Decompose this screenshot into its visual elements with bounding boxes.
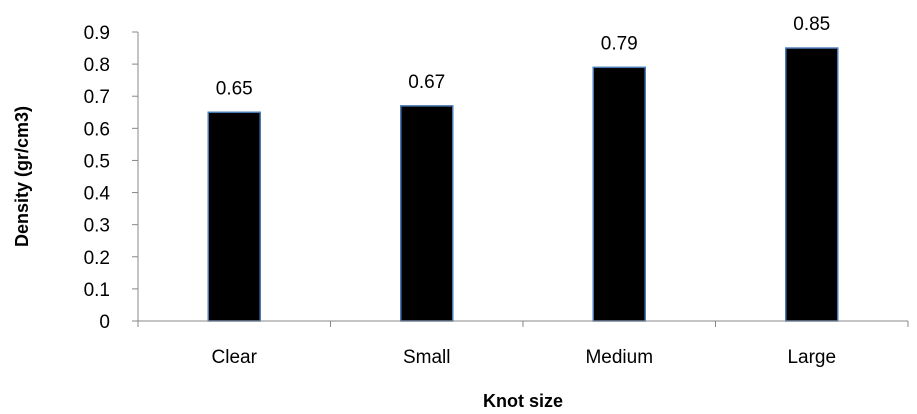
y-tick-label: 0.4 <box>84 184 111 205</box>
x-tick-label-clear: Clear <box>212 347 258 368</box>
y-axis-title: Density (gr/cm3) <box>12 106 32 247</box>
y-tick-label: 0.2 <box>84 248 110 269</box>
bar-clear <box>207 111 261 322</box>
x-axis-ticks: Clear Small Medium Large <box>137 321 909 368</box>
data-label-medium: 0.79 <box>601 33 638 54</box>
y-tick-label: 0.9 <box>84 23 110 44</box>
bar-large <box>785 47 839 322</box>
bars <box>207 47 839 322</box>
x-tick-label-large: Large <box>787 347 836 368</box>
y-tick-label: 0 <box>99 312 110 333</box>
y-axis-ticks: 0 0.1 0.2 0.3 0.4 0.5 0.6 0.7 0.8 0.9 <box>84 23 138 333</box>
data-labels: 0.65 0.67 0.79 0.85 <box>216 14 830 99</box>
y-tick-label: 0.7 <box>84 87 110 108</box>
x-tick-label-small: Small <box>403 347 451 368</box>
y-tick-label: 0.8 <box>84 55 110 76</box>
bar-medium <box>592 66 646 322</box>
x-axis-title: Knot size <box>483 391 563 411</box>
x-tick-label-medium: Medium <box>585 347 653 368</box>
y-tick-label: 0.1 <box>84 280 110 301</box>
y-tick-label: 0.6 <box>84 119 110 140</box>
bar-small <box>400 105 454 322</box>
y-tick-label: 0.3 <box>84 216 110 237</box>
data-label-small: 0.67 <box>408 72 445 93</box>
data-label-clear: 0.65 <box>216 78 253 99</box>
y-tick-label: 0.5 <box>84 151 110 172</box>
data-label-large: 0.85 <box>793 14 830 35</box>
